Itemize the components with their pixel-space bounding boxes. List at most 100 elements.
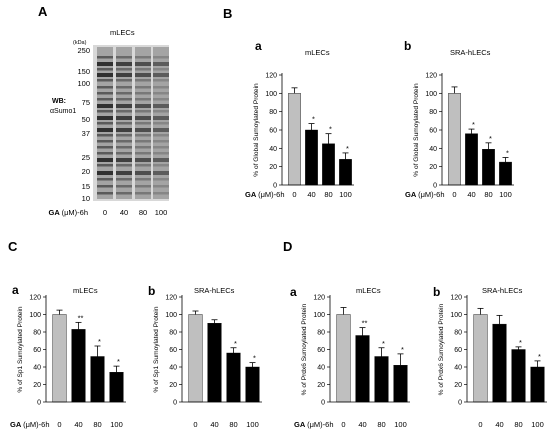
y-tick-label: 40	[429, 146, 437, 153]
x-category-label: 100	[531, 420, 544, 429]
blot-band	[153, 104, 169, 108]
bar	[52, 314, 67, 403]
chart-title: mLECs	[73, 286, 98, 295]
x-caption-prefix: GA	[294, 420, 307, 429]
blot-band	[97, 104, 113, 108]
y-tick-label: 60	[33, 347, 41, 354]
y-axis-label: % of Sp1 Sumoylated Protein	[153, 306, 160, 392]
blot-marker-label: 75	[82, 98, 90, 107]
blot-band	[116, 116, 132, 120]
blot-band	[135, 146, 151, 149]
x-category-label: 80	[229, 420, 237, 429]
bar	[492, 323, 507, 403]
x-category-label: 40	[74, 420, 82, 429]
y-tick-label: 80	[317, 330, 325, 337]
chart-sublabel: b	[404, 39, 411, 53]
bar	[305, 129, 318, 186]
y-tick-label: 0	[173, 400, 177, 407]
blot-band	[97, 178, 113, 181]
blot-lane	[135, 47, 151, 199]
y-tick-label: 80	[429, 109, 437, 116]
blot-x-axis: GA (μM)-6h 0 40 80 100	[49, 208, 168, 217]
blot-band	[135, 104, 151, 108]
significance-mark: *	[472, 120, 475, 129]
blot-band	[97, 171, 113, 175]
bar-chart-c-b: b SRA-hLECs 0 20 40 60 80 100 120 % of Sp1 Sumoyl…	[148, 284, 262, 429]
blot-band	[135, 62, 151, 66]
chart-sublabel: b	[433, 285, 440, 299]
blot-band	[153, 86, 169, 89]
bar	[109, 372, 124, 403]
y-tick-label: 100	[425, 91, 437, 98]
x-category-label: 100	[246, 420, 259, 429]
significance-mark: **	[362, 319, 368, 328]
significance-mark: *	[489, 134, 492, 143]
blot-band	[135, 116, 151, 120]
blot-band	[116, 185, 132, 188]
x-category-label: 0	[193, 420, 197, 429]
blot-band	[153, 158, 169, 162]
significance-mark: *	[519, 338, 522, 347]
x-axis-caption: GA (μM)-6h	[405, 190, 444, 199]
panel-label-d: D	[283, 239, 292, 254]
blot-band	[116, 79, 132, 82]
y-tick-label: 40	[169, 365, 177, 372]
bar	[482, 149, 495, 186]
x-caption-unit: (μM)-6h	[258, 190, 284, 199]
blot-marker-label: 15	[82, 182, 90, 191]
blot-marker-labels: 250 150 100 75 50 37 25 20 15 10	[77, 46, 90, 203]
x-category-label: 80	[514, 420, 522, 429]
significance-mark: **	[78, 313, 84, 322]
panel-label-a: A	[38, 4, 48, 19]
blot-band	[97, 56, 113, 59]
significance-mark: *	[346, 144, 349, 153]
bar	[336, 314, 351, 403]
blot-band	[153, 134, 169, 137]
blot-band	[97, 116, 113, 120]
blot-band	[97, 122, 113, 125]
chart-sublabel: a	[255, 39, 262, 53]
y-tick-label: 0	[433, 183, 437, 190]
bar	[465, 133, 478, 186]
blot-band	[116, 146, 132, 149]
blot-band	[97, 140, 113, 143]
y-tick-label: 80	[454, 330, 462, 337]
blot-band	[153, 146, 169, 149]
blot-lane-label: 100	[155, 208, 168, 217]
bar	[71, 329, 86, 403]
chart-title: SRA-hLECs	[194, 286, 235, 295]
blot-marker-label: 150	[77, 67, 90, 76]
x-caption-prefix: GA	[405, 190, 418, 199]
bar-chart-b-a: a mLECs 0 20 40 60 80 100 120 % of Global Sumoyla…	[245, 39, 354, 199]
blot-band	[135, 86, 151, 89]
significance-mark: *	[117, 357, 120, 366]
blot-lane	[153, 47, 169, 199]
blot-antibody-label: αSumo1	[50, 108, 76, 115]
x-caption-prefix: GA	[10, 420, 23, 429]
significance-mark: *	[312, 115, 315, 124]
y-tick-label: 0	[273, 183, 277, 190]
blot-band	[135, 128, 151, 132]
y-tick-label: 40	[33, 365, 41, 372]
blot-band	[135, 73, 151, 77]
bar-chart-b-b: b SRA-hLECs 0 20 40 60 80 100 120 % of Global Sum…	[404, 39, 514, 199]
bar	[511, 349, 526, 403]
x-caption-unit: (μM)-6h	[307, 420, 333, 429]
blot-band	[116, 140, 132, 143]
blot-band	[153, 128, 169, 132]
blot-band	[116, 128, 132, 132]
significance-mark: *	[329, 125, 332, 134]
blot-band	[116, 62, 132, 66]
bar	[90, 356, 105, 403]
significance-mark: *	[382, 339, 385, 348]
blot-marker-label: 250	[77, 46, 90, 55]
blot-band	[135, 164, 151, 167]
blot-band	[153, 152, 169, 155]
blot-band	[116, 134, 132, 137]
blot-marker-label: 100	[77, 79, 90, 88]
y-tick-label: 20	[269, 164, 277, 171]
blot-band	[153, 62, 169, 66]
x-category-label: 0	[57, 420, 61, 429]
blot-band	[135, 134, 151, 137]
y-tick-label: 120	[313, 295, 325, 302]
